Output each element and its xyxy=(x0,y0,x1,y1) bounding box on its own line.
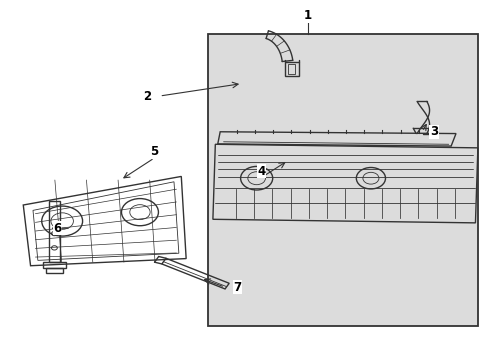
Text: 6: 6 xyxy=(53,222,61,235)
Text: 1: 1 xyxy=(303,9,311,22)
Text: 4: 4 xyxy=(257,165,265,177)
Text: 7: 7 xyxy=(233,281,241,294)
Text: 5: 5 xyxy=(150,145,158,158)
Text: 2: 2 xyxy=(143,90,151,103)
Bar xyxy=(207,33,477,327)
Text: 3: 3 xyxy=(429,125,437,138)
